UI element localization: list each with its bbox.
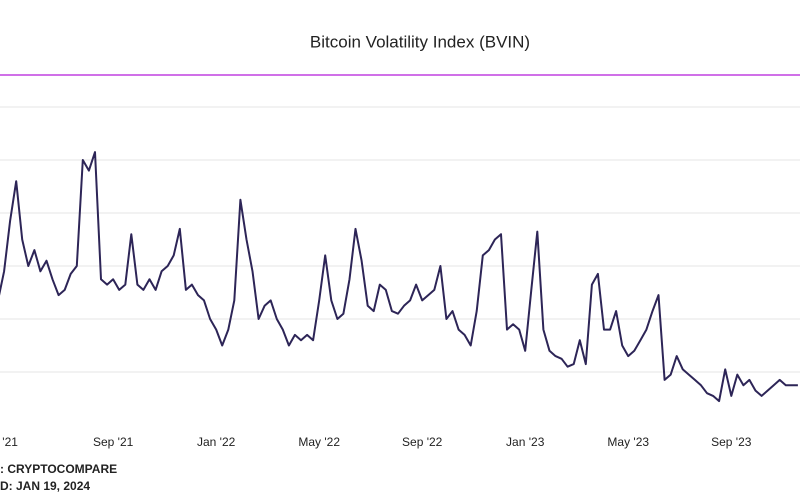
x-tick-label: May '23 — [607, 435, 649, 449]
x-tick-label: May '22 — [298, 435, 340, 449]
x-tick-label: Sep '21 — [93, 435, 134, 449]
x-tick-label: '21 — [2, 435, 18, 449]
chart-title: Bitcoin Volatility Index (BVIN) — [310, 32, 530, 51]
updated-note: D: JAN 19, 2024 — [0, 479, 90, 493]
source-note: : CRYPTOCOMPARE — [0, 462, 117, 476]
x-tick-label: Jan '22 — [197, 435, 236, 449]
x-tick-label: Jan '23 — [506, 435, 545, 449]
x-tick-label: Sep '22 — [402, 435, 443, 449]
line-series — [0, 151, 798, 403]
x-tick-label: Sep '23 — [711, 435, 752, 449]
